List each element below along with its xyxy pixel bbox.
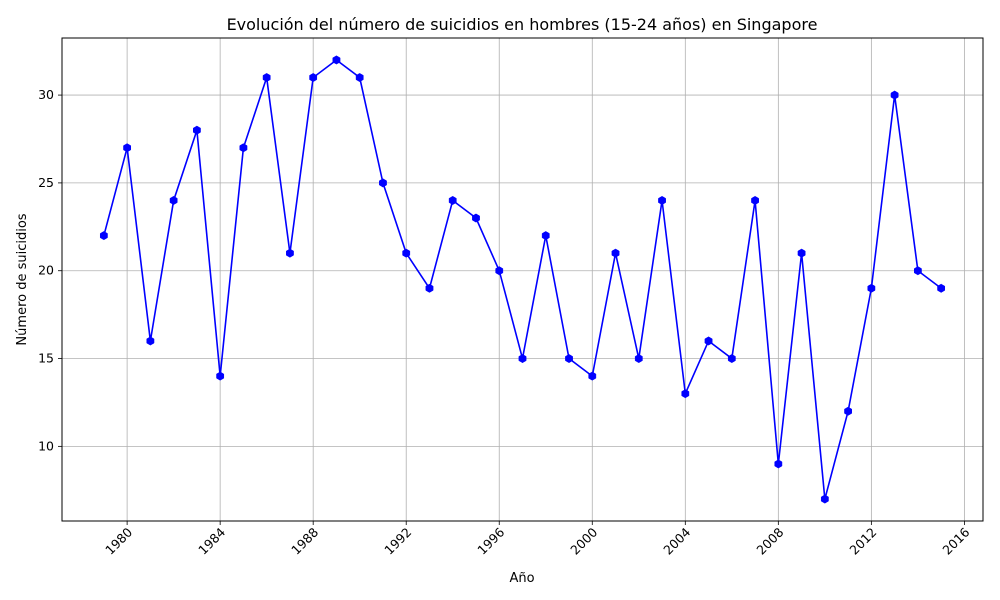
data-point (379, 178, 387, 188)
data-point (309, 73, 318, 83)
x-tick-label: 1984 (195, 524, 228, 557)
data-point (820, 494, 829, 504)
data-point (239, 143, 248, 153)
data-point (286, 248, 294, 258)
data-point (937, 283, 946, 293)
data-point (751, 195, 759, 205)
data-point (332, 55, 341, 65)
y-tick-label: 30 (38, 87, 54, 102)
data-point (355, 73, 364, 83)
x-axis-ticks: 1980 1984 1988 1992 1996 2000 2004 2008 2012 2016 (102, 521, 973, 558)
y-axis-ticks: 10 15 20 25 30 (38, 87, 62, 453)
data-point (216, 371, 225, 381)
data-point (634, 354, 643, 364)
data-point (890, 90, 899, 100)
plot-frame (61, 37, 984, 522)
grid-lines (62, 38, 983, 521)
x-tick-label: 2008 (753, 524, 786, 557)
data-point (541, 231, 550, 241)
x-tick-label: 1992 (381, 525, 414, 558)
data-point (867, 283, 876, 293)
x-tick-label: 2016 (939, 524, 972, 557)
x-tick-label: 1980 (102, 524, 135, 557)
chart-title: Evolución del número de suicidios en hom… (227, 15, 818, 34)
data-point (704, 336, 713, 346)
data-point (448, 195, 457, 205)
data-point (146, 336, 155, 346)
x-tick-label: 1988 (288, 524, 321, 557)
data-point (844, 406, 852, 416)
series-line-layer (99, 55, 946, 504)
data-point (425, 283, 434, 293)
data-point (472, 213, 480, 223)
data-point (565, 354, 573, 364)
data-point (169, 195, 178, 205)
x-tick-label: 2004 (660, 524, 693, 557)
data-point (99, 231, 108, 241)
y-tick-label: 25 (38, 175, 54, 190)
y-axis-label: Número de suicidios (15, 213, 30, 345)
x-axis-label: Año (509, 571, 534, 586)
data-point (681, 389, 690, 399)
data-point (495, 266, 504, 276)
y-tick-label: 10 (38, 438, 54, 453)
y-tick-label: 20 (38, 263, 54, 278)
data-point (797, 248, 806, 258)
data-point (727, 354, 736, 364)
series-line (103, 58, 942, 500)
data-point (658, 195, 666, 205)
data-point (913, 266, 922, 276)
data-point (123, 143, 132, 153)
x-tick-label: 2012 (846, 525, 879, 558)
x-tick-label: 2000 (567, 524, 600, 557)
y-tick-label: 15 (38, 351, 54, 366)
data-point (518, 354, 527, 364)
data-point (262, 73, 271, 83)
data-point (611, 248, 620, 258)
data-point (402, 248, 411, 258)
data-point (774, 459, 783, 469)
data-point (193, 125, 201, 135)
data-point (588, 371, 597, 381)
x-tick-label: 1996 (474, 524, 507, 557)
